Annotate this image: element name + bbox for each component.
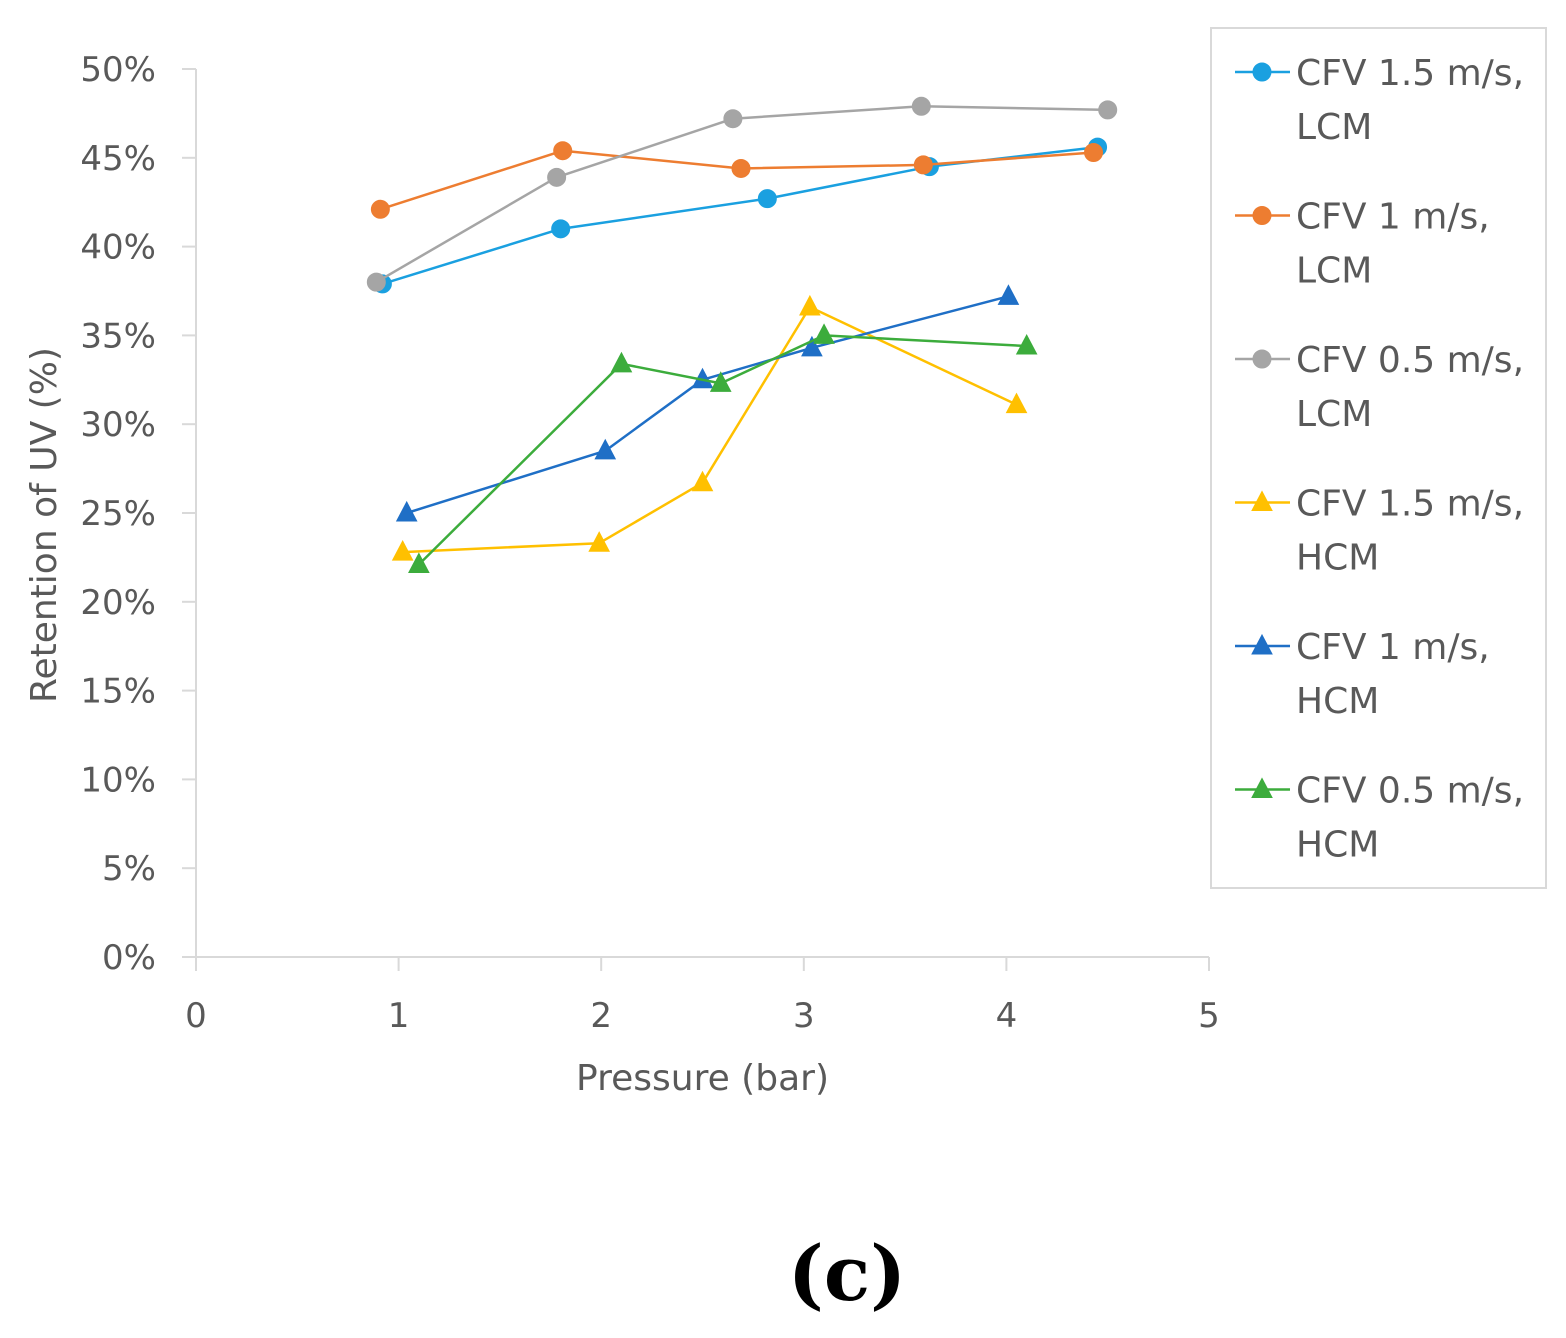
- data-point: [610, 351, 633, 373]
- data-point: [395, 500, 418, 522]
- legend-label-line1: CFV 1.5 m/s,: [1296, 484, 1524, 525]
- legend-label-line1: CFV 1 m/s,: [1296, 627, 1490, 668]
- legend-item: CFV 0.5 m/s, HCM: [1235, 771, 1524, 866]
- legend-item: CFV 1 m/s, HCM: [1235, 627, 1490, 722]
- x-tick-label: 5: [1198, 996, 1220, 1036]
- data-point: [709, 371, 732, 392]
- y-tick-label: 15%: [80, 672, 156, 712]
- x-axis-title: Pressure (bar): [576, 1058, 829, 1099]
- data-point: [723, 109, 743, 129]
- series-layer: [366, 96, 1118, 574]
- data-point: [551, 219, 571, 239]
- data-point: [813, 323, 835, 344]
- legend-label-line2: HCM: [1296, 825, 1379, 866]
- data-point: [594, 438, 617, 460]
- x-tick-label: 3: [793, 996, 815, 1036]
- legend-label-line1: CFV 0.5 m/s,: [1296, 771, 1524, 812]
- y-tick-label: 40%: [80, 228, 156, 268]
- series-line: [402, 305, 1018, 554]
- y-tick-label: 10%: [80, 760, 156, 800]
- legend-marker: [1252, 349, 1272, 369]
- legend-marker: [1252, 62, 1272, 82]
- y-tick-label: 50%: [80, 50, 156, 90]
- y-tick-label: 20%: [80, 583, 156, 623]
- figure-caption: (c): [788, 1229, 906, 1318]
- legend-marker: [1251, 777, 1273, 798]
- legend-item: CFV 1.5 m/s, HCM: [1235, 484, 1524, 579]
- data-point: [731, 158, 751, 178]
- legend-label-line2: LCM: [1296, 107, 1372, 148]
- legend-label-line2: HCM: [1296, 681, 1379, 722]
- legend-label-line1: CFV 0.5 m/s,: [1296, 340, 1524, 381]
- data-point: [911, 96, 931, 116]
- legend-item: CFV 1.5 m/s, LCM: [1235, 53, 1524, 148]
- data-point: [913, 155, 933, 175]
- data-point: [1098, 100, 1118, 120]
- legend-label-line2: LCM: [1296, 251, 1372, 292]
- data-point: [757, 189, 777, 209]
- series-6: [408, 323, 1038, 574]
- data-point: [1084, 142, 1104, 162]
- x-tick-label: 0: [185, 996, 207, 1036]
- data-point: [553, 141, 573, 161]
- y-axis-title: Retention of UV (%): [24, 347, 65, 703]
- legend-label-line2: LCM: [1296, 394, 1372, 435]
- legend-marker: [1251, 633, 1273, 655]
- data-point: [547, 167, 567, 187]
- legend-box: [1210, 27, 1547, 889]
- series-4: [391, 294, 1028, 561]
- y-tick-label: 35%: [80, 316, 156, 356]
- data-point: [588, 531, 611, 552]
- x-tick-label: 4: [996, 996, 1018, 1036]
- legend-marker: [1251, 490, 1273, 511]
- legend-item: CFV 0.5 m/s, LCM: [1235, 340, 1524, 435]
- data-point: [391, 539, 414, 561]
- data-point: [801, 335, 823, 357]
- x-tick-label: 1: [388, 996, 410, 1036]
- data-point: [997, 284, 1020, 305]
- series-line: [375, 105, 1108, 284]
- legend-marker: [1252, 206, 1272, 225]
- series-3: [366, 96, 1118, 292]
- data-point: [691, 470, 714, 492]
- data-point: [1015, 333, 1038, 355]
- y-tick-label: 25%: [80, 494, 156, 534]
- legend-label-line2: HCM: [1296, 538, 1379, 579]
- legend-label-line1: CFV 1 m/s,: [1296, 197, 1490, 238]
- data-point: [370, 199, 390, 219]
- x-axis-ticks: 0 1 2 3 4 5: [185, 957, 1220, 1036]
- axes: [195, 69, 1209, 958]
- legend-item: CFV 1 m/s, LCM: [1235, 197, 1490, 292]
- series-2: [370, 141, 1104, 219]
- y-axis-ticks: 0% 5% 10% 15% 20% 25% 30% 35% 40% 45% 50%: [80, 50, 196, 978]
- series-line: [379, 149, 1094, 211]
- data-point: [408, 552, 430, 574]
- y-tick-label: 45%: [80, 139, 156, 179]
- data-point: [1005, 392, 1028, 414]
- y-tick-label: 5%: [102, 849, 156, 889]
- y-tick-label: 0%: [102, 938, 156, 978]
- data-point: [799, 294, 821, 316]
- x-tick-label: 2: [590, 996, 612, 1036]
- y-tick-label: 30%: [80, 405, 156, 445]
- legend-label-line1: CFV 1.5 m/s,: [1296, 53, 1524, 94]
- data-point: [366, 272, 386, 292]
